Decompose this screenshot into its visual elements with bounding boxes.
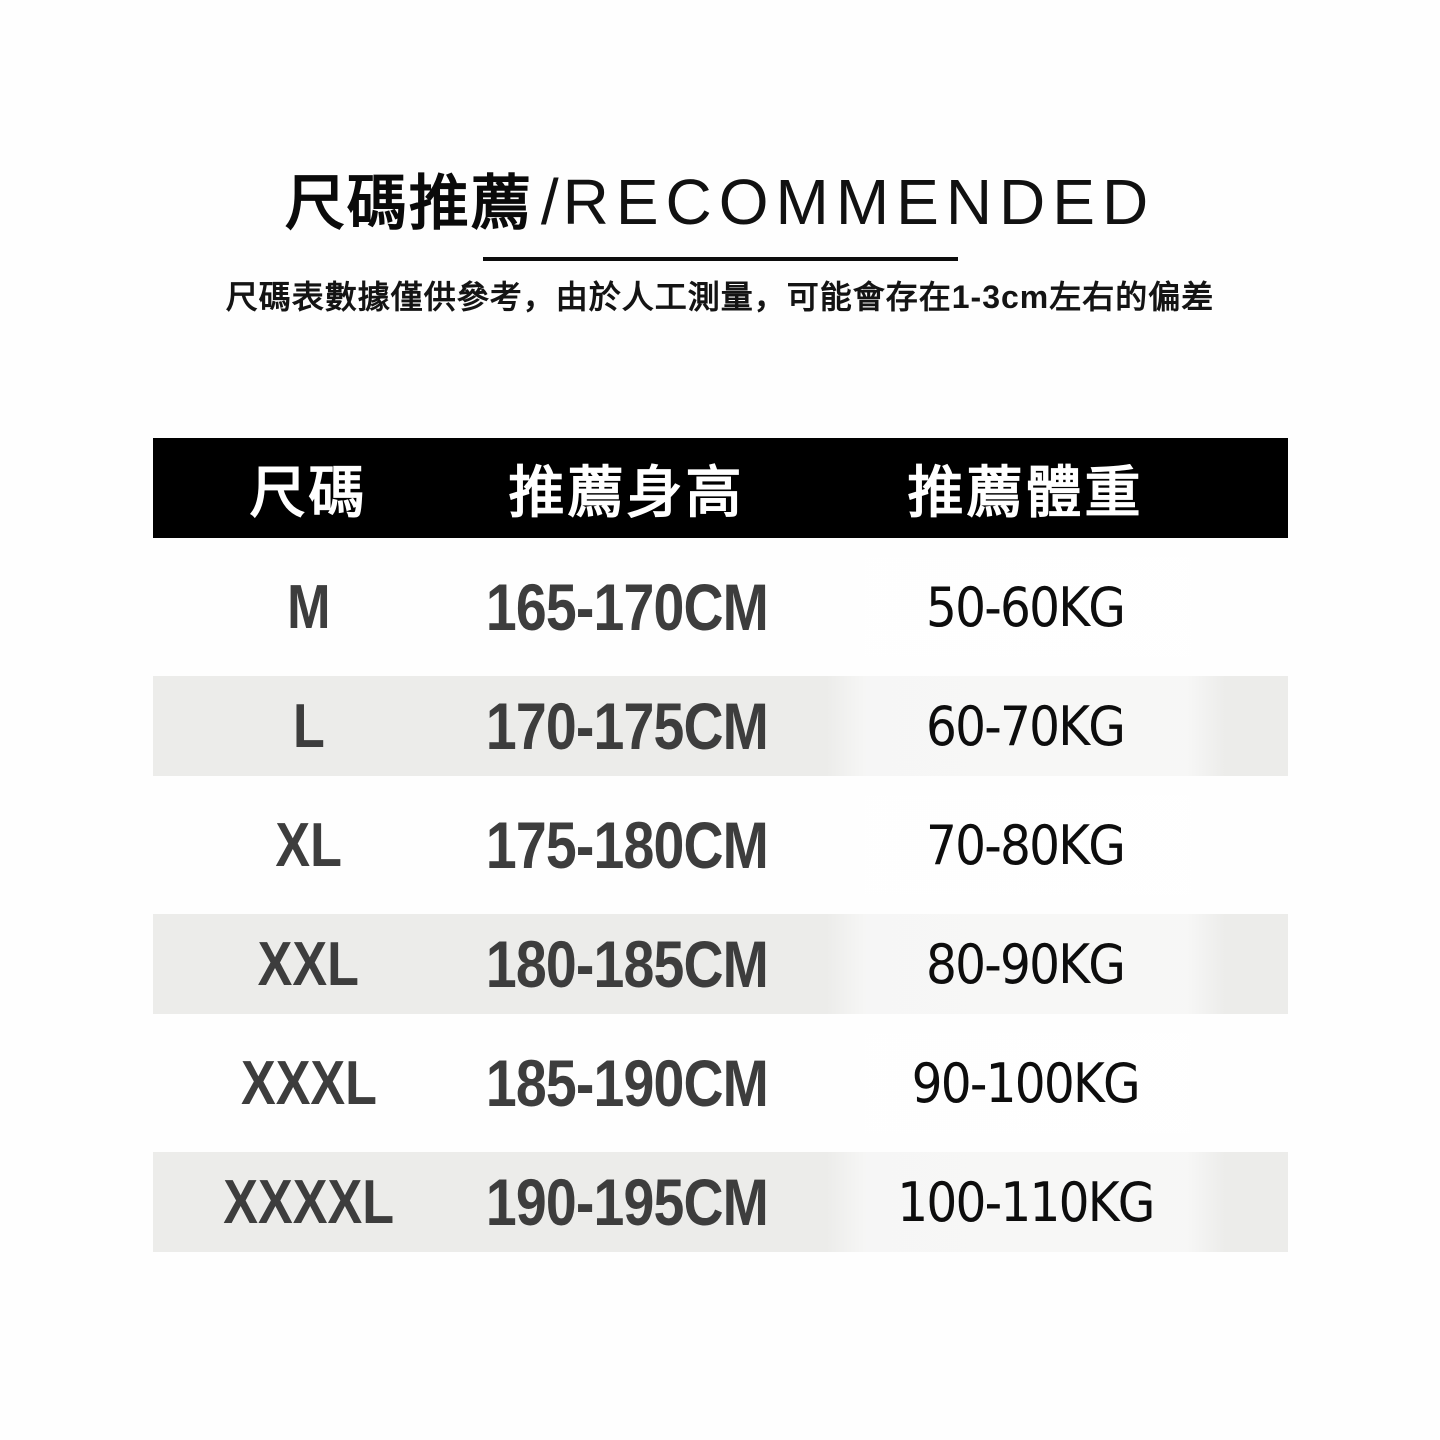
cell-size: XXXL: [153, 1033, 465, 1133]
table-row: XXXL 185-190CM 90-100KG: [153, 1033, 1288, 1133]
weight-value: 60-70KG: [926, 694, 1126, 758]
cell-height: 165-170CM: [465, 557, 789, 657]
table-header: 尺碼 推薦身高 推薦體重: [152, 438, 1288, 538]
header-size-label: 尺碼: [249, 460, 368, 524]
cell-size: XL: [153, 795, 465, 895]
table-row: XXL 180-185CM 80-90KG: [152, 914, 1288, 1014]
height-value: 190-195CM: [485, 1165, 768, 1239]
weight-highlight-strip: [826, 557, 1226, 657]
height-value: 180-185CM: [485, 927, 768, 1001]
header-weight-label: 推薦體重: [907, 460, 1144, 524]
cell-weight: 50-60KG: [789, 557, 1288, 657]
size-value: XXL: [257, 929, 360, 999]
size-table: 尺碼 推薦身高 推薦體重 M 165-170CM 50-60KG L: [152, 438, 1288, 1252]
size-value: M: [286, 572, 331, 642]
weight-highlight-strip: [826, 1033, 1226, 1133]
table-row: M 165-170CM 50-60KG: [153, 557, 1288, 657]
table-row: XL 175-180CM 70-80KG: [153, 795, 1288, 895]
weight-value: 80-90KG: [926, 932, 1126, 996]
title-slash: /: [540, 166, 559, 238]
cell-height: 175-180CM: [465, 795, 789, 895]
weight-highlight-strip: [826, 676, 1226, 776]
cell-weight: 60-70KG: [789, 676, 1288, 776]
weight-value: 50-60KG: [926, 575, 1126, 639]
cell-height: 185-190CM: [465, 1033, 789, 1133]
header-cell-height: 推薦身高: [465, 438, 789, 538]
cell-weight: 90-100KG: [789, 1033, 1288, 1133]
header-height-label: 推薦身高: [508, 460, 745, 524]
size-value: XL: [275, 810, 342, 880]
header-cell-weight: 推薦體重: [789, 438, 1288, 538]
weight-highlight-strip: [826, 795, 1226, 895]
height-value: 185-190CM: [485, 1046, 768, 1120]
cell-size: L: [153, 676, 465, 776]
table-row: XXXXL 190-195CM 100-110KG: [152, 1152, 1288, 1252]
cell-size: XXXXL: [153, 1152, 465, 1252]
height-value: 175-180CM: [485, 808, 768, 882]
weight-value: 70-80KG: [926, 813, 1126, 877]
table-row: L 170-175CM 60-70KG: [152, 676, 1288, 776]
header-cell-size: 尺碼: [153, 438, 465, 538]
cell-height: 180-185CM: [465, 914, 789, 1014]
size-value: XXXXL: [223, 1167, 394, 1237]
subtitle-disclaimer: 尺碼表數據僅供參考，由於人工測量，可能會存在1-3cm左右的偏差: [225, 279, 1215, 315]
cell-weight: 70-80KG: [789, 795, 1288, 895]
title-en: RECOMMENDED: [562, 166, 1156, 238]
size-value: XXXL: [240, 1048, 377, 1118]
size-value: L: [292, 691, 325, 761]
cell-size: M: [153, 557, 465, 657]
title-underline: [482, 257, 958, 261]
height-value: 170-175CM: [485, 689, 768, 763]
cell-height: 190-195CM: [465, 1152, 789, 1252]
weight-highlight-strip: [826, 914, 1226, 1014]
weight-value: 100-110KG: [897, 1170, 1155, 1234]
height-value: 165-170CM: [485, 570, 768, 644]
cell-size: XXL: [153, 914, 465, 1014]
cell-height: 170-175CM: [465, 676, 789, 776]
cell-weight: 100-110KG: [789, 1152, 1288, 1252]
weight-highlight-strip: [826, 1152, 1226, 1252]
cell-weight: 80-90KG: [789, 914, 1288, 1014]
title-cjk: 尺碼推薦: [284, 170, 533, 237]
page-title: 尺碼推薦 / RECOMMENDED: [0, 170, 1440, 234]
weight-value: 90-100KG: [911, 1051, 1141, 1115]
